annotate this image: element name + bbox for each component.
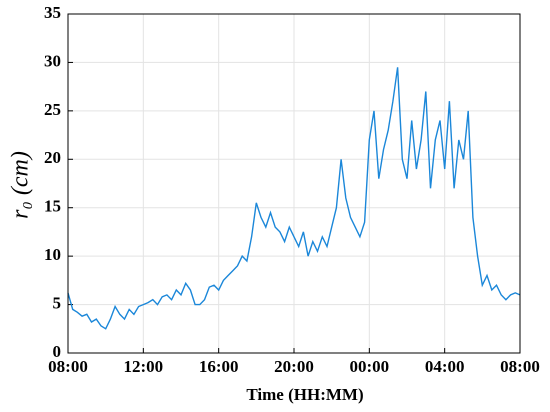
y-tick-label: 35 xyxy=(44,3,61,22)
y-axis-label: r₀ (cm) xyxy=(8,151,34,219)
data-line xyxy=(67,67,521,330)
y-tick-label: 5 xyxy=(53,293,62,312)
x-tick-label: 08:00 xyxy=(500,357,540,376)
x-axis-label: Time (HH:MM) xyxy=(246,385,363,404)
x-tick-label: 20:00 xyxy=(274,357,314,376)
y-tick-label: 15 xyxy=(44,197,61,216)
y-tick-label: 0 xyxy=(53,342,62,361)
y-tick-label: 30 xyxy=(44,51,61,70)
x-tick-label: 00:00 xyxy=(349,357,389,376)
x-tick-label: 12:00 xyxy=(123,357,163,376)
y-tick-label: 20 xyxy=(44,148,61,167)
plot-frame xyxy=(67,13,521,354)
y-tick-label: 25 xyxy=(44,100,61,119)
x-tick-label: 04:00 xyxy=(425,357,465,376)
x-tick-label: 16:00 xyxy=(199,357,239,376)
y-tick-label: 10 xyxy=(44,245,61,264)
x-tick-label: 08:00 xyxy=(48,357,88,376)
